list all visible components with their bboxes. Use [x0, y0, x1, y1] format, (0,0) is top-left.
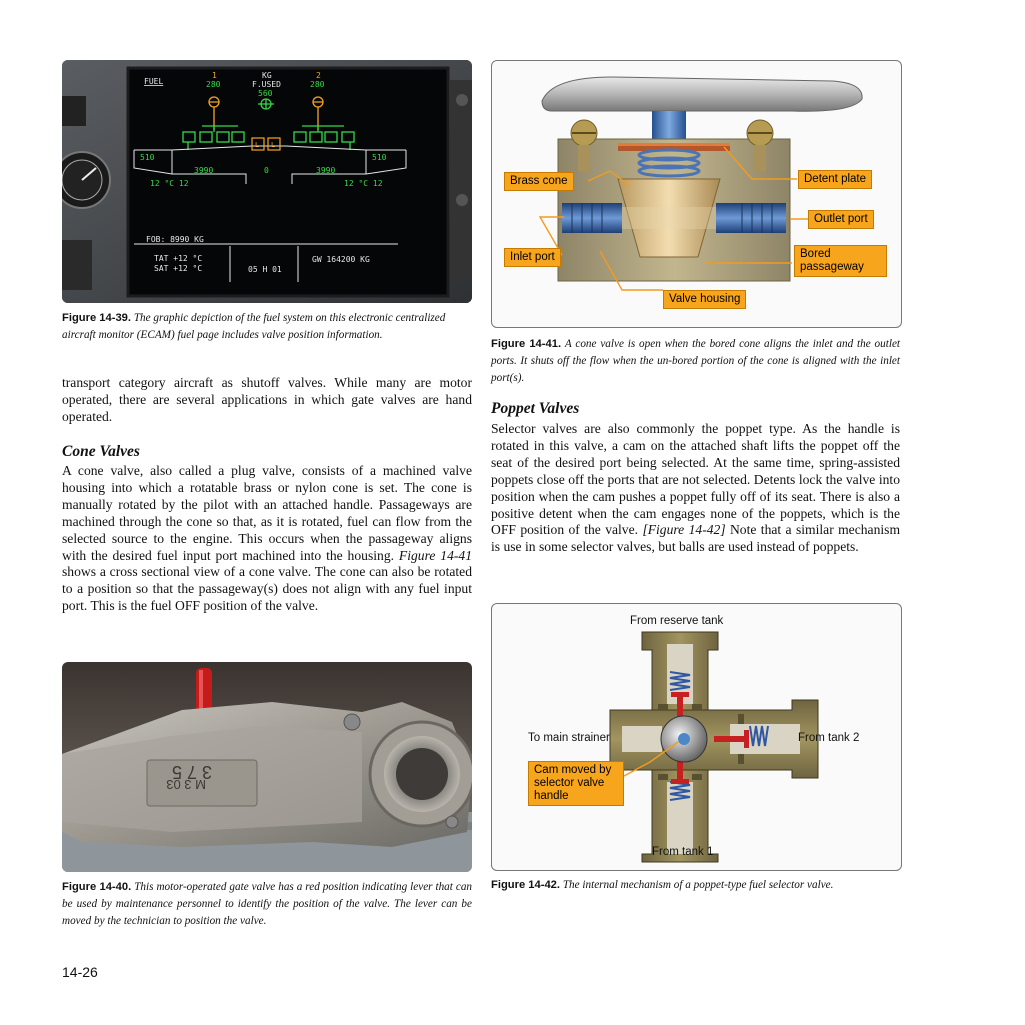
label-inlet-port: Inlet port	[504, 248, 561, 267]
label-brass-cone: Brass cone	[504, 172, 574, 191]
poppet-valve-illustration	[609, 631, 819, 863]
figure-14-39-ecam-photo: FUEL 1 KG 2 280 F.USED 280 560	[62, 60, 472, 303]
figure-14-39-text: The graphic depiction of the fuel system…	[62, 312, 446, 341]
label-detent-plate: Detent plate	[798, 170, 873, 189]
gate-valve-illustration: M 3 03 3 7 5	[62, 662, 472, 872]
figure-14-40-gate-valve-photo: M 3 03 3 7 5	[62, 662, 472, 872]
ecam-xfeed-l: L	[255, 141, 259, 149]
ecam-title: FUEL	[144, 77, 163, 86]
ecam-total-used: 560	[258, 89, 273, 98]
ecam-xfeed-r: L	[271, 141, 275, 149]
paragraph-gate-valves: transport category aircraft as shutoff v…	[62, 375, 472, 424]
heading-poppet-valves: Poppet Valves	[491, 400, 580, 417]
label-bored-passageway: Bored passageway	[794, 245, 887, 277]
label-outlet-port: Outlet port	[808, 210, 874, 229]
valve-stamp-2: 3 7 5	[172, 762, 212, 782]
paragraph-cone-valves: A cone valve, also called a plug valve, …	[62, 463, 472, 615]
valve-stamp-1: M 3 03	[166, 777, 206, 792]
ecam-unit: KG	[262, 71, 272, 80]
figure-14-39-label: Figure 14-39.	[62, 312, 132, 324]
paragraph-poppet-valves-part2: Note that a similar mechanism is use in …	[491, 522, 901, 555]
figure-14-42-poppet-valve-diagram: From reserve tank To main strainer From …	[491, 603, 902, 871]
figure-14-41-cone-valve-diagram: Brass cone Detent plate Outlet port Inle…	[491, 60, 902, 328]
ecam-right-temp: 12 °C 12	[344, 179, 383, 188]
ecam-gw: GW 164200 KG	[312, 255, 370, 264]
figure-reference-14-41[interactable]: Figure 14-41	[398, 547, 472, 563]
ecam-right-outer: 510	[372, 153, 387, 162]
ecam-panel-illustration	[62, 60, 472, 303]
figure-14-40-text: This motor-operated gate valve has a red…	[62, 881, 473, 927]
label-from-tank-2: From tank 2	[798, 732, 860, 744]
ecam-left-inner: 3990	[194, 166, 213, 175]
paragraph-poppet-valves: Selector valves are also commonly the po…	[491, 421, 900, 556]
ecam-right-inner: 3990	[316, 166, 335, 175]
paragraph-cone-valves-part1: A cone valve, also called a plug valve, …	[62, 463, 472, 563]
figure-14-42-label: Figure 14-42.	[491, 879, 561, 891]
ecam-center: 0	[264, 166, 269, 175]
label-from-reserve-tank: From reserve tank	[630, 615, 724, 627]
paragraph-cone-valves-part2: shows a cross sectional view of a cone v…	[62, 564, 472, 614]
label-from-tank-1: From tank 1	[652, 846, 714, 858]
ecam-fuel-page: FUEL 1 KG 2 280 F.USED 280 560	[133, 71, 407, 282]
ecam-fused: F.USED	[252, 80, 281, 89]
label-to-main-strainer: To main strainer	[528, 732, 610, 744]
ecam-sat: SAT +12 °C	[154, 264, 202, 273]
ecam-time: 05 H 01	[248, 265, 282, 274]
ecam-left-outer: 510	[140, 153, 155, 162]
figure-14-39-caption: Figure 14-39. The graphic depiction of t…	[62, 310, 472, 344]
ecam-fob: FOB: 8990 KG	[146, 235, 204, 244]
figure-14-41-text: A cone valve is open when the bored cone…	[491, 338, 901, 384]
ecam-eng2-num: 2	[316, 71, 321, 80]
label-valve-housing: Valve housing	[663, 290, 747, 309]
figure-14-40-caption: Figure 14-40. This motor-operated gate v…	[62, 879, 472, 930]
ecam-eng2-used: 280	[310, 80, 325, 89]
page-number: 14-26	[62, 964, 98, 980]
ecam-left-temp: 12 °C 12	[150, 179, 189, 188]
ecam-eng1-num: 1	[212, 71, 217, 80]
figure-14-40-label: Figure 14-40.	[62, 881, 132, 893]
figure-14-42-text: The internal mechanism of a poppet-type …	[562, 879, 834, 891]
figure-14-41-caption: Figure 14-41. A cone valve is open when …	[491, 336, 900, 387]
figure-reference-14-42[interactable]: [Figure 14-42]	[642, 522, 726, 538]
label-cam-moved: Cam moved by selector valve handle	[528, 761, 624, 806]
cone-valve-illustration	[538, 76, 863, 291]
figure-14-42-caption: Figure 14-42. The internal mechanism of …	[491, 877, 900, 894]
heading-cone-valves: Cone Valves	[62, 443, 140, 460]
figure-14-41-label: Figure 14-41.	[491, 338, 562, 350]
paragraph-poppet-valves-part1: Selector valves are also commonly the po…	[491, 421, 900, 538]
ecam-eng1-used: 280	[206, 80, 221, 89]
ecam-tat: TAT +12 °C	[154, 254, 202, 263]
